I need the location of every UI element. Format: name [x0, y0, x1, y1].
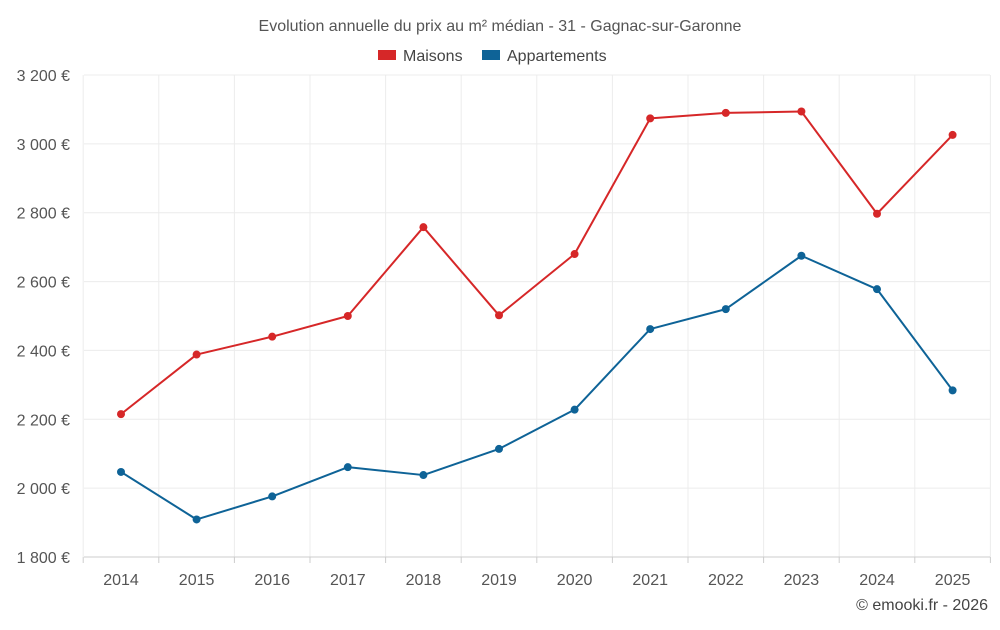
x-tick-label-2021: 2021 [632, 572, 668, 589]
point-maisons-2024[interactable] [873, 210, 881, 218]
y-tick-label: 2 800 € [17, 206, 70, 223]
legend[interactable]: Maisons Appartements [378, 48, 607, 65]
point-appartements-2022[interactable] [722, 305, 730, 313]
point-appartements-2024[interactable] [873, 285, 881, 293]
point-appartements-2021[interactable] [646, 325, 654, 333]
point-maisons-2017[interactable] [344, 312, 352, 320]
point-appartements-2015[interactable] [193, 515, 201, 523]
line-chart: Evolution annuelle du prix au m² médian … [0, 0, 1000, 625]
point-maisons-2022[interactable] [722, 109, 730, 117]
legend-label-maisons: Maisons [403, 48, 463, 65]
y-tick-label: 2 400 € [17, 343, 70, 360]
point-maisons-2016[interactable] [268, 333, 276, 341]
legend-swatch-maisons [378, 50, 396, 60]
x-tick-label-2014: 2014 [103, 572, 139, 589]
point-maisons-2023[interactable] [797, 107, 805, 115]
point-maisons-2019[interactable] [495, 311, 503, 319]
point-maisons-2025[interactable] [949, 131, 957, 139]
x-tick-label-2023: 2023 [784, 572, 820, 589]
legend-label-appartements: Appartements [507, 48, 607, 65]
legend-item-maisons[interactable]: Maisons [378, 48, 463, 65]
axes [83, 557, 990, 563]
x-tick-label-2025: 2025 [935, 572, 971, 589]
y-tick-label: 2 000 € [17, 481, 70, 498]
point-appartements-2023[interactable] [797, 252, 805, 260]
chart-container: Evolution annuelle du prix au m² médian … [0, 0, 1000, 625]
point-appartements-2017[interactable] [344, 463, 352, 471]
x-tick-label-2020: 2020 [557, 572, 593, 589]
x-tick-label-2015: 2015 [179, 572, 215, 589]
y-tick-label: 2 600 € [17, 275, 70, 292]
x-tick-label-2022: 2022 [708, 572, 744, 589]
credit-text: © emooki.fr - 2026 [856, 597, 988, 614]
point-appartements-2014[interactable] [117, 468, 125, 476]
gridlines [83, 75, 990, 557]
y-tick-label: 3 200 € [17, 68, 70, 85]
y-tick-label: 2 200 € [17, 412, 70, 429]
y-tick-label: 3 000 € [17, 137, 70, 154]
point-maisons-2020[interactable] [571, 250, 579, 258]
x-tick-label-2016: 2016 [254, 572, 290, 589]
point-appartements-2019[interactable] [495, 445, 503, 453]
x-tick-label-2019: 2019 [481, 572, 517, 589]
x-axis-ticks: 2014 2015 2016 2017 2018 2019 2020 2021 2022 2023… [103, 572, 970, 589]
point-appartements-2016[interactable] [268, 492, 276, 500]
point-appartements-2025[interactable] [949, 386, 957, 394]
x-tick-label-2024: 2024 [859, 572, 895, 589]
y-tick-label: 1 800 € [17, 550, 70, 567]
point-appartements-2018[interactable] [419, 471, 427, 479]
y-axis-ticks: 1 800 € 2 000 € 2 200 € 2 400 € 2 600 € 2 800… [17, 68, 70, 567]
point-maisons-2018[interactable] [419, 223, 427, 231]
x-tick-label-2018: 2018 [406, 572, 442, 589]
x-tick-label-2017: 2017 [330, 572, 366, 589]
legend-swatch-appartements [482, 50, 500, 60]
legend-item-appartements[interactable]: Appartements [482, 48, 607, 65]
chart-title: Evolution annuelle du prix au m² médian … [259, 18, 742, 35]
point-appartements-2020[interactable] [571, 406, 579, 414]
point-maisons-2015[interactable] [193, 351, 201, 359]
point-maisons-2021[interactable] [646, 114, 654, 122]
point-maisons-2014[interactable] [117, 410, 125, 418]
